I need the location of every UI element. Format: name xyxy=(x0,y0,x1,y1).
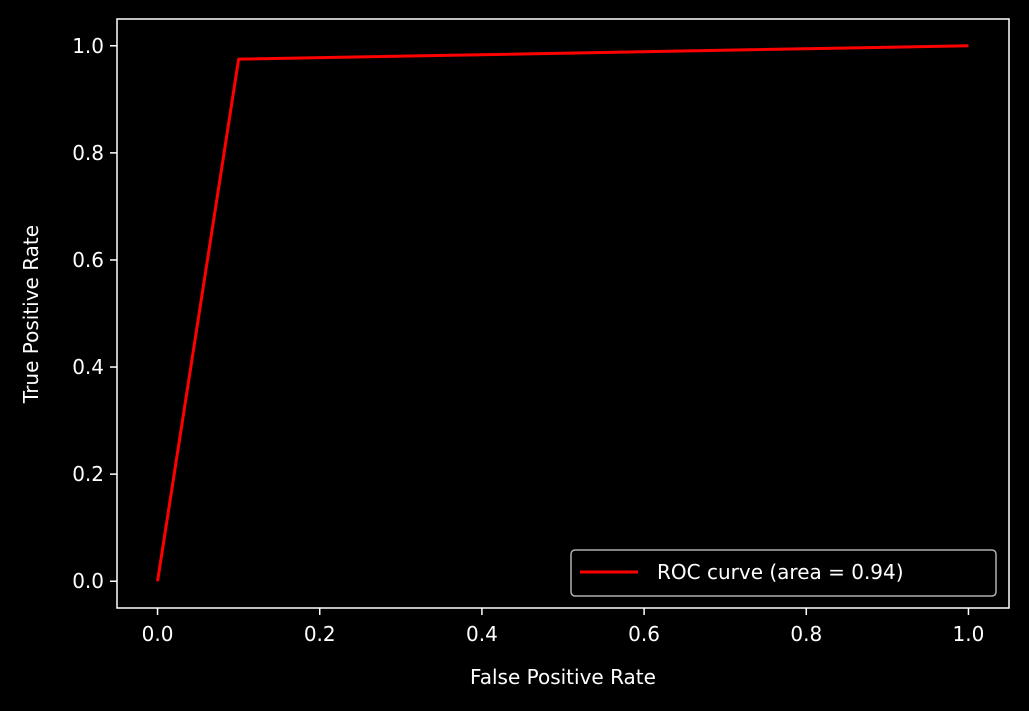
legend-box xyxy=(570,549,997,597)
x-axis-title: False Positive Rate xyxy=(470,665,656,689)
y-axis-title: True Positive Rate xyxy=(19,225,43,404)
y-tick-label: 0.0 xyxy=(72,569,104,593)
legend: ROC curve (area = 0.94) xyxy=(570,549,997,597)
x-tick-label: 0.0 xyxy=(142,622,174,646)
plot-frame xyxy=(116,18,1010,609)
y-tick-label: 0.6 xyxy=(72,248,104,272)
y-tick-label: 1.0 xyxy=(72,34,104,58)
x-tick-label: 0.4 xyxy=(466,622,498,646)
y-axis-ticks: 0.0 0.2 0.4 0.6 0.8 1.0 xyxy=(72,34,117,593)
roc-curve-line xyxy=(156,44,969,582)
x-tick-label: 0.8 xyxy=(790,622,822,646)
x-tick-label: 0.2 xyxy=(304,622,336,646)
y-tick-label: 0.4 xyxy=(72,355,104,379)
legend-label: ROC curve (area = 0.94) xyxy=(657,560,904,584)
x-tick-label: 1.0 xyxy=(953,622,985,646)
x-tick-label: 0.6 xyxy=(628,622,660,646)
series-layer xyxy=(156,44,969,582)
x-axis-ticks: 0.0 0.2 0.4 0.6 0.8 1.0 xyxy=(142,608,985,646)
y-tick-label: 0.8 xyxy=(72,141,104,165)
y-tick-label: 0.2 xyxy=(72,462,104,486)
